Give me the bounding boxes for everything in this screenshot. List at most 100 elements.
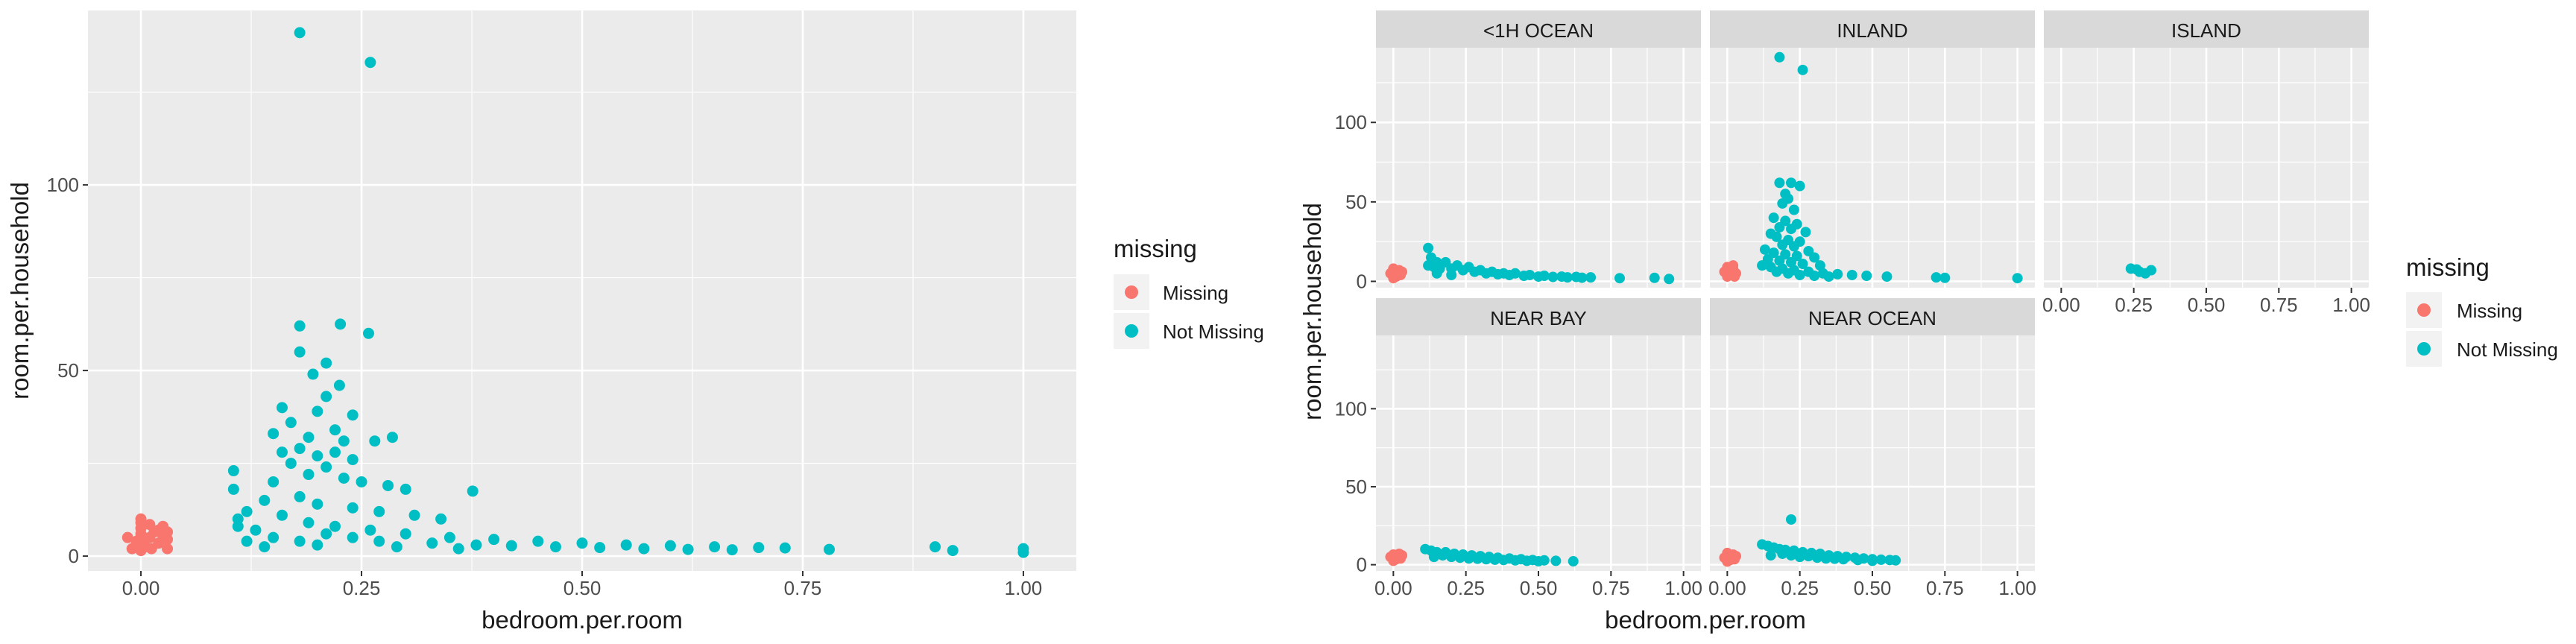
data-point	[294, 490, 306, 502]
data-point	[1774, 255, 1785, 266]
data-point	[1463, 262, 1474, 273]
data-point	[488, 534, 500, 546]
data-point	[1838, 554, 1849, 565]
facet-strip-label: INLAND	[1837, 19, 1907, 42]
right-faceted-chart: <1H OCEAN INLAND ISLAND NEAR BAY NEAR OC…	[1298, 10, 2370, 634]
facet-strip	[1710, 298, 2035, 335]
x-tick-label: 0.00	[122, 577, 160, 599]
data-point	[312, 450, 323, 462]
data-point	[294, 320, 306, 332]
data-point	[664, 540, 676, 552]
data-point	[1788, 204, 1799, 215]
y-tick-label: 50	[1345, 191, 1367, 213]
data-point	[1788, 241, 1799, 252]
left-axis-ticks: 0.00 0.25 0.50 0.75 1.00 0 50 100	[47, 174, 1043, 599]
data-point	[1719, 266, 1730, 277]
right-legend-title: missing	[2406, 253, 2490, 281]
x-tick-label: 0.75	[784, 577, 822, 599]
right-legend-swatch-missing	[2417, 303, 2431, 317]
data-point	[1570, 271, 1582, 282]
data-point	[1829, 553, 1840, 564]
data-point	[947, 545, 959, 557]
data-point	[1550, 555, 1562, 566]
right-legend-swatch-not-missing	[2417, 342, 2431, 356]
x-tick-label: 0.75	[2260, 294, 2298, 316]
facet-panel	[1710, 335, 2035, 571]
data-point	[268, 531, 280, 543]
data-point	[1875, 554, 1887, 565]
data-point	[347, 502, 359, 514]
y-tick-label: 100	[47, 174, 79, 196]
data-point	[329, 520, 341, 532]
data-point	[276, 402, 288, 414]
data-point	[294, 443, 306, 455]
data-point	[1509, 555, 1521, 566]
data-point	[1731, 551, 1742, 562]
data-point	[470, 539, 482, 551]
left-scatter-chart: 0.00 0.25 0.50 0.75 1.00 0 50 100 bedroom.per.r…	[6, 10, 1076, 634]
y-tick-label: 100	[1335, 111, 1367, 133]
data-point	[1452, 260, 1462, 271]
data-point	[347, 454, 359, 466]
data-point	[321, 461, 332, 473]
data-point	[1385, 552, 1396, 563]
data-point	[373, 535, 385, 547]
data-point	[1797, 259, 1808, 270]
data-point	[130, 535, 142, 547]
data-point	[1489, 554, 1500, 565]
right-legend-label-missing: Missing	[2457, 300, 2522, 322]
data-point	[1475, 265, 1486, 276]
data-point	[312, 405, 323, 417]
data-point	[329, 446, 341, 458]
x-tick-label: 1.00	[1664, 577, 1702, 599]
data-point	[1786, 550, 1796, 561]
data-point	[1731, 268, 1742, 279]
data-point	[250, 524, 262, 536]
facet-strip-label: NEAR BAY	[1490, 307, 1587, 329]
left-y-axis-title: room.per.household	[6, 182, 34, 400]
data-point	[2131, 264, 2142, 275]
x-tick-label: 0.50	[564, 577, 602, 599]
data-point	[1649, 272, 1660, 283]
data-point	[321, 528, 332, 540]
data-point	[241, 505, 253, 517]
data-point	[227, 483, 239, 495]
data-point	[2146, 265, 2157, 276]
data-point	[362, 327, 374, 339]
data-point	[321, 357, 332, 369]
data-point	[144, 519, 156, 531]
data-point	[1533, 556, 1544, 567]
data-point	[594, 542, 606, 554]
data-point	[1446, 269, 1457, 280]
data-point	[929, 541, 941, 553]
data-point	[1428, 552, 1439, 563]
facet-strip-label: NEAR OCEAN	[1808, 307, 1936, 329]
right-facet-panels	[1376, 48, 2369, 571]
data-point	[373, 505, 385, 517]
data-point	[532, 535, 544, 547]
data-point	[408, 509, 420, 521]
data-point	[1774, 51, 1785, 63]
data-point	[1783, 268, 1794, 279]
right-x-axis-title: bedroom.per.room	[1605, 606, 1806, 634]
x-tick-label: 0.00	[2042, 294, 2080, 316]
data-point	[347, 531, 359, 543]
data-point	[259, 541, 271, 553]
data-point	[435, 513, 447, 525]
data-point	[1803, 551, 1814, 562]
data-point	[753, 542, 765, 554]
data-point	[1446, 552, 1457, 563]
facet-strip-label: <1H OCEAN	[1483, 19, 1594, 42]
data-point	[1463, 553, 1474, 564]
right-y-axis-title: room.per.household	[1298, 203, 1326, 420]
data-point	[1585, 272, 1597, 283]
data-point	[227, 465, 239, 477]
data-point	[1797, 64, 1808, 75]
data-point	[157, 530, 169, 542]
data-point	[1786, 177, 1796, 189]
x-tick-label: 0.25	[1447, 577, 1485, 599]
data-point	[268, 476, 280, 487]
x-tick-label: 0.50	[2188, 294, 2226, 316]
data-point	[303, 432, 315, 443]
